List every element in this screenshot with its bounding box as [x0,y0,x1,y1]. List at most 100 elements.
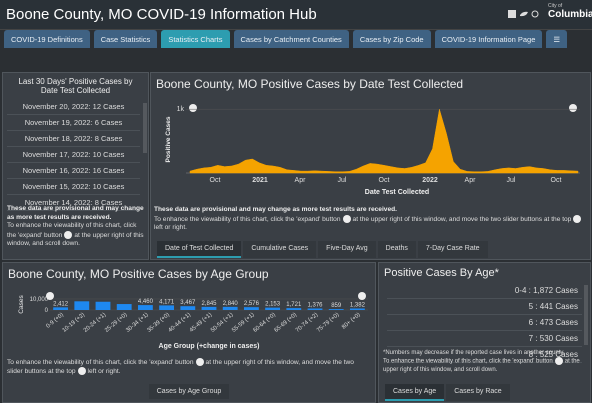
note-text: at the upper right of this window, and s… [383,358,580,373]
note: These data are provisional and may chang… [7,205,145,249]
bar [243,307,259,310]
data-label: 3,467 [180,300,196,306]
tab[interactable]: Cases by Zip Code [352,30,431,48]
tab[interactable]: COVID-19 Information Page [434,30,543,48]
tab[interactable]: Cases by Catchment Counties [233,30,349,48]
x-tick-label: Jul [338,177,347,184]
x-tick-label: 60-64 (+0) [252,312,277,334]
list-item: November 14, 2022: 8 Cases [7,195,140,211]
x-tick-label: Oct [551,177,562,184]
slider-handle[interactable] [189,104,197,112]
facebook-icon[interactable] [508,10,516,18]
tab[interactable]: Statistics Charts [161,30,230,48]
x-axis-label: Date Test Collected [365,189,429,196]
panel-title: Last 30 Days' Positive Cases by Date Tes… [18,77,133,95]
list-item: November 19, 2022: 6 Cases [7,115,140,131]
note-text: To enhance the viewability of this chart… [154,215,341,223]
chart-tab[interactable]: 7-Day Case Rate [417,241,488,258]
x-tick-label: 2022 [422,177,438,184]
note-text: To enhance the viewability of this chart… [7,358,194,366]
x-tick-label: Apr [295,177,307,184]
list-item: 5 : 441 Cases [387,299,582,315]
note-text: left or right. [87,368,121,376]
chart-tabs: Date of Test Collected Cumulative Cases Fi… [157,241,488,258]
x-tick-label: 55-59 (+1) [231,312,256,334]
x-tick-label: 40-44 (+1) [168,312,193,334]
note-text: To enhance the viewability of this chart… [383,358,553,365]
chart-tabs: Cases by Age Cases by Race [385,384,510,401]
tab-bar: COVID-19 Definitions Case Statistics Stati… [4,30,568,48]
last30-panel: Last 30 Days' Positive Cases by Date Tes… [2,72,149,260]
bar [159,305,175,310]
cases-area [189,109,579,174]
tab[interactable]: Case Statistics [93,30,158,48]
page-title: Boone County, MO COVID-19 Information Hu… [6,6,317,23]
slider-handle[interactable] [358,292,366,300]
chart-title: Boone County, MO Positive Cases by Age G… [8,267,269,281]
data-label: 4,171 [159,299,175,305]
bar [286,308,302,310]
bar [201,306,217,310]
chart-tab[interactable]: Five-Day Avg [318,241,376,258]
header: Boone County, MO COVID-19 Information Hu… [0,0,592,30]
x-tick-label: 30-34 (+1) [125,312,150,334]
bar [328,309,344,310]
bar [222,306,238,310]
x-tick-label: 20-24 (+1) [83,312,108,334]
y-tick-label: 1k [177,106,185,113]
tab[interactable]: COVID-19 Definitions [4,30,90,48]
bar [74,301,90,310]
slider-icon [573,214,582,223]
bar [180,306,196,310]
logo[interactable]: Columbia [548,9,592,20]
x-tick-label: 2021 [252,177,268,184]
chart-title: Boone County, MO Positive Cases by Date … [156,77,464,91]
scrollbar[interactable] [584,285,588,345]
chart-tab[interactable]: Deaths [377,241,416,258]
bar [95,301,111,310]
data-label: 2,576 [244,301,260,307]
list-item: November 20, 2022: 12 Cases [7,99,140,115]
data-label: 1,382 [350,302,366,308]
data-label: 859 [331,303,342,309]
note: To enhance the viewability of this chart… [7,358,371,377]
slider-handle[interactable] [46,292,54,300]
data-label: 4,460 [138,299,154,305]
data-label: 2,153 [265,302,281,308]
list: November 20, 2022: 12 Cases November 19, … [7,99,140,211]
chart-tab[interactable]: Cases by Race [446,384,510,401]
link-icon[interactable] [531,10,539,18]
chart-tab[interactable]: Cases by Age [385,384,445,401]
x-tick-label: 65-69 (+0) [274,312,299,334]
bar [265,307,281,310]
menu-tab[interactable]: ☰ [546,30,568,48]
chart-tab[interactable]: Cases by Age Group [148,384,230,399]
note: These data are provisional and may chang… [154,206,584,233]
note: *Numbers may decrease if the reported ca… [383,349,587,374]
note-bold: These data are provisional and may chang… [154,206,397,213]
expand-icon [195,358,204,366]
list-item: 7 : 530 Cases [387,331,582,347]
scrollbar[interactable] [143,103,147,153]
note-text: at the upper right of this window, and m… [352,215,572,223]
social-icons[interactable] [508,9,542,19]
chart-tab[interactable]: Cumulative Cases [243,241,317,258]
twitter-icon[interactable] [520,11,528,17]
date-chart: 1k Positive Cases Oct 2021 Apr Jul Oct 2022 Apr J… [165,104,580,196]
chart-tab[interactable]: Date of Test Collected [157,241,242,258]
list-item: 6 : 473 Cases [387,315,582,331]
x-tick-label: 75-79 (+0) [316,312,341,334]
x-tick-label: Oct [210,177,221,184]
y-tick-label: 10,000 [30,297,49,303]
data-label: 2,412 [53,301,69,307]
slider-handle[interactable] [569,104,577,112]
x-tick-label: 50-54 (+1) [210,312,235,334]
x-axis-label: Age Group (+change in cases) [159,343,260,350]
bar [137,305,153,310]
slider-icon [77,367,86,376]
expand-icon [64,230,73,239]
x-tick-label: 0-9 (+0) [45,312,65,330]
data-label: 2,845 [201,301,217,307]
note-text: at the upper right of this window, and s… [7,231,144,248]
note-star: *Numbers may decrease if the reported ca… [383,350,565,356]
